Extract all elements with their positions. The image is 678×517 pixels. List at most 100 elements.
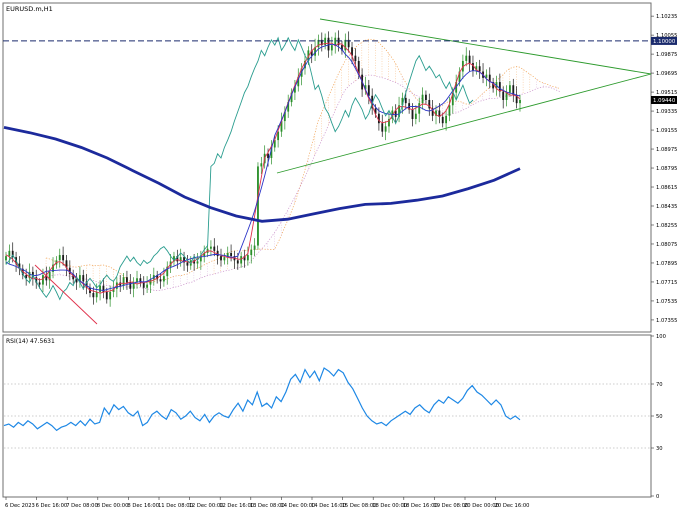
moving-average-line (3, 126, 521, 223)
candle-body (126, 277, 128, 283)
conversion-line (5, 42, 521, 294)
time-tick-label: 20 Dec 16:00 (495, 503, 530, 509)
candle-body (196, 261, 199, 264)
candle-body (11, 250, 14, 258)
candle-body (347, 39, 350, 48)
time-tick-label: 14 Dec 00:00 (280, 503, 315, 509)
candle-body (310, 50, 313, 56)
rsi-y-tick-label: 70 (656, 382, 663, 388)
candle-body (367, 85, 370, 96)
candle-body (465, 55, 468, 61)
price-y-axis: 1.10235 1.10055 1.09875 1.09695 1.09515 1.093… (651, 14, 677, 324)
rsi-y-tick-label: 30 (656, 446, 663, 452)
time-tick-label: 7 Dec 08:00 (66, 503, 98, 509)
candle-body (512, 85, 515, 95)
candle-body (176, 256, 179, 262)
candle-body (267, 153, 269, 159)
candle-body (183, 257, 185, 263)
price-y-tick-label: 1.09875 (656, 52, 677, 58)
candle-body (162, 276, 165, 282)
candle-body (287, 102, 290, 112)
candle-body (509, 85, 511, 93)
candle-body (438, 110, 441, 117)
candle-body (129, 282, 132, 289)
candle-body (173, 256, 175, 262)
price-y-tick-label: 1.09515 (656, 90, 677, 96)
level-price-tag (651, 36, 677, 45)
candle-body (293, 86, 296, 93)
rsi-y-axis: 100 70 50 30 0 (651, 334, 666, 500)
candle-body (85, 281, 88, 288)
candle-body (354, 55, 357, 61)
candle-body (146, 284, 149, 288)
candle-body (297, 76, 300, 87)
candle-body (364, 85, 367, 90)
time-tick-label: 11 Dec 08:00 (158, 503, 193, 509)
candle-body (270, 147, 273, 159)
candle-body (223, 257, 226, 261)
candle-body (498, 82, 501, 92)
candle-body (337, 37, 340, 46)
level-price-tag-text: 1.10000 (653, 39, 676, 45)
candle-body (320, 39, 323, 46)
candle-body (105, 291, 108, 300)
candle-body (62, 255, 65, 261)
candle-body (357, 60, 360, 75)
time-tick-label: 15 Dec 08:00 (342, 503, 377, 509)
candle-body (25, 275, 28, 279)
candle-body (317, 39, 320, 48)
time-tick-label: 12 Dec 16:00 (219, 503, 254, 509)
cloud-span-a (45, 38, 561, 283)
candle-body (35, 277, 38, 283)
price-y-tick-label: 1.08075 (656, 242, 677, 248)
time-tick-label: 8 Dec 00:00 (97, 503, 129, 509)
candle-body (377, 113, 380, 124)
candle-body (156, 275, 159, 280)
symmetrical-triangle-drawing (34, 18, 652, 325)
candle-body (38, 282, 41, 285)
candle-body (485, 74, 488, 78)
downtrend-line (34, 264, 98, 325)
time-tick-label: 12 Dec 00:00 (189, 503, 224, 509)
candle-body (381, 123, 384, 132)
candle-body (95, 291, 98, 298)
candle-body (139, 278, 142, 283)
price-panel-frame (2, 2, 652, 333)
candle-body (431, 108, 434, 116)
candle-body (75, 279, 78, 283)
candle-body (314, 47, 316, 56)
price-y-tick-label: 1.07895 (656, 261, 677, 267)
candle-body (45, 275, 48, 281)
candle-body (132, 282, 135, 289)
candle-body (99, 285, 101, 292)
current-price-tag (651, 95, 677, 104)
candle-body (260, 163, 263, 167)
candle-body (186, 262, 189, 266)
rsi-y-tick-label: 50 (656, 414, 663, 420)
candle-body (142, 282, 145, 288)
price-y-tick-label: 1.07715 (656, 280, 677, 286)
candle-body (246, 255, 249, 261)
triangle-upper-trendline (319, 18, 652, 75)
candle-body (58, 255, 61, 261)
candle-body (492, 82, 495, 89)
candle-body (428, 99, 431, 109)
candle-body (193, 260, 196, 264)
candle-body (28, 271, 31, 279)
price-y-tick-label: 1.08795 (656, 166, 677, 172)
candle-body (468, 55, 471, 64)
candle-body (290, 92, 293, 103)
candle-body (213, 246, 216, 251)
candle-body (253, 245, 256, 250)
candle-body (18, 263, 21, 269)
candle-body (327, 37, 330, 51)
candle-body (203, 252, 206, 257)
candle-body (112, 288, 115, 292)
candle-body (341, 45, 343, 51)
candle-body (351, 47, 353, 56)
candle-body (458, 71, 461, 83)
time-tick-label: 19 Dec 08:00 (433, 503, 468, 509)
candle-body (334, 37, 337, 46)
